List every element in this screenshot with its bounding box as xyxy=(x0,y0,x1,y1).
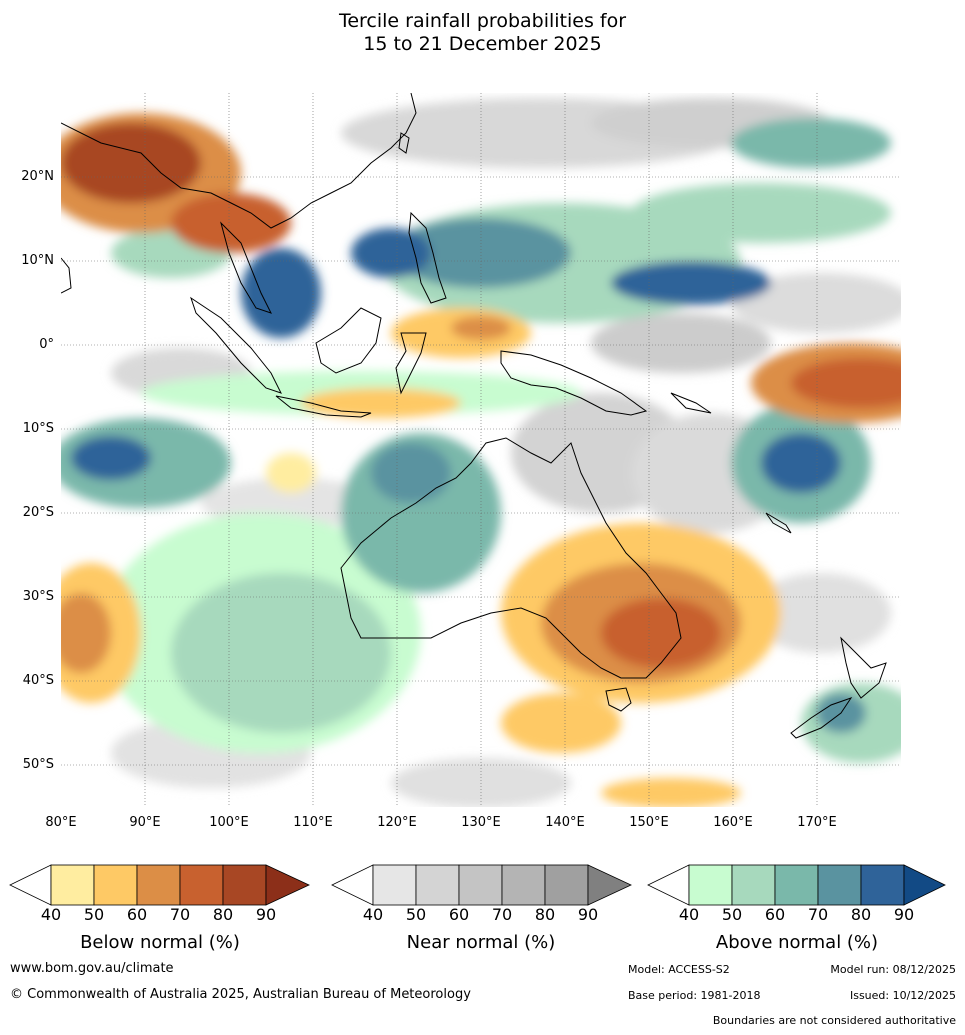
model-name: Model: ACCESS-S2 xyxy=(628,963,730,976)
lon-label-160e: 160°E xyxy=(713,815,753,830)
title-line-1: Tercile rainfall probabilities for xyxy=(338,10,627,32)
taiwan-coastline xyxy=(398,132,410,154)
below-tick-70: 70 xyxy=(169,905,191,924)
near-tick-40: 40 xyxy=(362,905,384,924)
java-coastline xyxy=(275,395,372,418)
near-tick-70: 70 xyxy=(491,905,513,924)
sri-lanka-coastline xyxy=(61,257,72,294)
lon-label-110e: 110°E xyxy=(293,815,333,830)
borneo-coastline xyxy=(315,307,382,374)
above-swatch-2 xyxy=(731,864,776,906)
lon-label-140e: 140°E xyxy=(545,815,585,830)
above-swatch-5 xyxy=(860,864,905,906)
above-swatch-1 xyxy=(688,864,733,906)
below-tick-60: 60 xyxy=(126,905,148,924)
lon-label-80e: 80°E xyxy=(45,815,77,830)
website-link[interactable]: www.bom.gov.au/climate xyxy=(10,961,174,976)
boundaries-disclaimer: Boundaries are not considered authoritat… xyxy=(712,1014,956,1027)
above-swatch-4 xyxy=(817,864,862,906)
nz-south-island-coastline xyxy=(790,697,853,739)
near-swatch-5 xyxy=(544,864,589,906)
lat-label-20s: 20°S xyxy=(22,505,54,520)
near-tick-60: 60 xyxy=(448,905,470,924)
below-tick-90: 90 xyxy=(255,905,277,924)
above-swatch-0 xyxy=(647,864,690,906)
near-swatch-0 xyxy=(331,864,374,906)
near-swatch-1 xyxy=(372,864,417,906)
lat-label-30s: 30°S xyxy=(22,589,54,604)
above-tick-60: 60 xyxy=(764,905,786,924)
above-swatch-3 xyxy=(774,864,819,906)
above-swatch-6 xyxy=(903,864,946,906)
solomon-islands-coastline xyxy=(670,392,712,414)
below-swatch-0 xyxy=(9,864,52,906)
below-swatch-3 xyxy=(136,864,181,906)
issued-date: Issued: 10/12/2025 xyxy=(849,989,956,1002)
new-caledonia-coastline xyxy=(765,512,792,534)
above-tick-80: 80 xyxy=(850,905,872,924)
below-swatch-2 xyxy=(93,864,138,906)
lat-label-10n: 10°N xyxy=(21,253,54,268)
near-normal-legend-title: Near normal (%) xyxy=(406,932,556,953)
malay-peninsula-coastline xyxy=(220,221,272,314)
above-tick-70: 70 xyxy=(807,905,829,924)
lon-label-100e: 100°E xyxy=(209,815,249,830)
below-normal-colorbar xyxy=(9,864,310,906)
title-line-2: 15 to 21 December 2025 xyxy=(363,33,602,55)
below-swatch-4 xyxy=(179,864,224,906)
nz-north-island-coastline xyxy=(840,636,887,699)
new-guinea-coastline xyxy=(500,350,648,416)
below-swatch-5 xyxy=(222,864,267,906)
asia-mainland-coastline xyxy=(61,93,417,229)
lat-label-40s: 40°S xyxy=(22,673,54,688)
above-tick-50: 50 xyxy=(721,905,743,924)
lat-label-10s: 10°S xyxy=(22,421,54,436)
lon-label-130e: 130°E xyxy=(461,815,501,830)
australia-coastline xyxy=(340,437,682,679)
near-swatch-4 xyxy=(501,864,546,906)
near-tick-80: 80 xyxy=(534,905,556,924)
above-normal-colorbar xyxy=(647,864,946,906)
below-tick-40: 40 xyxy=(40,905,62,924)
lat-label-20n: 20°N xyxy=(21,169,54,184)
sumatra-coastline xyxy=(190,296,282,394)
coastlines xyxy=(61,93,887,739)
near-tick-90: 90 xyxy=(577,905,599,924)
above-normal-legend-title: Above normal (%) xyxy=(715,932,879,953)
base-period: Base period: 1981-2018 xyxy=(628,989,761,1002)
lon-label-90e: 90°E xyxy=(129,815,161,830)
sulawesi-coastline xyxy=(395,332,427,395)
near-tick-50: 50 xyxy=(405,905,427,924)
near-swatch-3 xyxy=(458,864,503,906)
near-swatch-2 xyxy=(415,864,460,906)
lon-label-120e: 120°E xyxy=(377,815,417,830)
lat-label-50s: 50°S xyxy=(22,757,54,772)
near-normal-colorbar xyxy=(331,864,632,906)
below-normal-legend-title: Below normal (%) xyxy=(80,932,240,953)
philippines-coastline xyxy=(408,211,447,304)
tasmania-coastline xyxy=(605,687,632,712)
below-swatch-6 xyxy=(265,864,310,906)
below-swatch-1 xyxy=(50,864,95,906)
near-swatch-6 xyxy=(587,864,632,906)
model-run-date: Model run: 08/12/2025 xyxy=(830,963,956,976)
lon-label-150e: 150°E xyxy=(629,815,669,830)
rainfall-probability-map xyxy=(61,93,901,807)
lon-label-170e: 170°E xyxy=(797,815,837,830)
below-tick-50: 50 xyxy=(83,905,105,924)
copyright-text: © Commonwealth of Australia 2025, Austra… xyxy=(10,987,471,1002)
lat-label-0: 0° xyxy=(39,337,54,352)
graticule xyxy=(61,93,901,807)
below-tick-80: 80 xyxy=(212,905,234,924)
map-title: Tercile rainfall probabilities for 15 to… xyxy=(0,10,965,56)
above-tick-90: 90 xyxy=(893,905,915,924)
above-tick-40: 40 xyxy=(678,905,700,924)
